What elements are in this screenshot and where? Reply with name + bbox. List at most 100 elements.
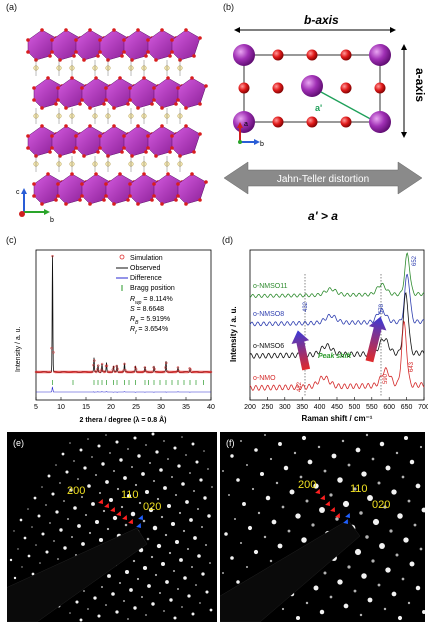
oxygen-atom	[50, 38, 54, 42]
simulation-point	[143, 366, 147, 369]
simulation-point	[209, 370, 213, 374]
peak-label-590: 590	[383, 373, 389, 384]
diffraction-spot	[146, 537, 150, 541]
oxygen-atom	[184, 202, 188, 206]
diffraction-spot	[343, 603, 349, 609]
spot-label-200-e: 200	[67, 485, 85, 497]
diffraction-spot	[168, 551, 172, 555]
oxygen-atom	[146, 146, 150, 150]
panel-label-a: (a)	[6, 2, 17, 12]
diffraction-spot	[182, 529, 186, 533]
oxygen-atom	[50, 50, 54, 54]
diffraction-spot	[186, 547, 190, 551]
diffraction-spot	[130, 511, 136, 517]
diffraction-spot	[395, 553, 399, 557]
diffraction-spot	[59, 528, 63, 532]
diffraction-spot	[79, 618, 83, 622]
diffraction-spot	[51, 492, 55, 496]
diffraction-spot	[159, 592, 161, 594]
oxygen-atom	[154, 154, 158, 158]
simulation-point	[91, 370, 94, 374]
xrd-ylabel: Intensity / a. u.	[15, 326, 22, 372]
oxygen-atom	[128, 182, 132, 186]
oxygen-atom	[136, 28, 140, 32]
arrow-marker	[104, 503, 109, 509]
simulation-point	[50, 346, 53, 350]
diffraction-spot	[222, 572, 224, 574]
diffraction-spot	[421, 507, 425, 513]
diffraction-spot	[17, 548, 19, 550]
raman-series-label: o-NMO	[253, 375, 276, 382]
simulation-point	[187, 370, 190, 374]
diffraction-spot	[287, 529, 291, 533]
beam-stopper-e	[7, 527, 148, 622]
diffraction-spot	[123, 476, 127, 480]
diffraction-spot	[293, 451, 297, 455]
diffraction-spot	[107, 574, 111, 578]
diffraction-spot	[271, 519, 277, 525]
oxygen-atom	[272, 49, 284, 61]
diffraction-spot	[69, 488, 73, 492]
diffraction-spot	[163, 610, 165, 612]
diffraction-spot	[163, 486, 167, 490]
oxygen-atom	[64, 124, 68, 128]
simulation-point	[189, 368, 192, 371]
diffraction-spot	[278, 442, 282, 446]
diffraction-spot	[134, 483, 138, 487]
diffraction-spot	[365, 433, 369, 437]
diffraction-spot	[307, 459, 313, 465]
diffraction-spot	[174, 493, 178, 497]
diffraction-spot	[191, 566, 193, 568]
diffraction-spot	[167, 458, 169, 460]
oxygen-atom	[80, 86, 84, 90]
diffraction-spot	[174, 539, 180, 545]
diffraction-spot	[131, 466, 133, 468]
diffraction-spot	[401, 577, 405, 581]
diffraction-spot	[39, 562, 41, 564]
oxygen-atom	[198, 36, 202, 40]
diffraction-spot	[112, 515, 118, 521]
oxygen-atom	[198, 102, 202, 106]
diffraction-spot	[275, 481, 279, 485]
diffraction-spot	[115, 610, 119, 614]
diffraction-spot	[193, 536, 197, 540]
diffraction-spot	[138, 501, 142, 505]
arrow-marker	[345, 513, 350, 518]
diffraction-spot	[329, 595, 333, 599]
oxygen-atom	[136, 202, 140, 206]
oxygen-atom	[340, 82, 352, 94]
oxygen-atom	[174, 102, 178, 106]
oxygen-atom	[128, 86, 132, 90]
spot-label-200-f: 200	[298, 479, 316, 491]
oxygen-atom	[170, 146, 174, 150]
raman-xtick-label: 300	[279, 404, 291, 411]
diffraction-spot	[242, 502, 246, 506]
simulation-point	[151, 370, 154, 373]
diffraction-spot	[73, 506, 77, 510]
diffraction-spot	[97, 614, 101, 618]
simulation-point	[48, 370, 51, 374]
spot-label-020-e: 020	[143, 501, 161, 513]
oxygen-atom	[120, 54, 124, 58]
diffraction-spot	[67, 518, 69, 520]
diffraction-spot	[385, 465, 391, 471]
simulation-point	[99, 368, 103, 372]
diffraction-spot	[419, 445, 423, 449]
oxygen-atom	[74, 134, 78, 138]
diffraction-spot	[177, 588, 179, 590]
diffraction-spot	[173, 616, 177, 620]
diffraction-spot	[75, 600, 79, 604]
diffraction-spot	[305, 601, 309, 605]
diffraction-spot	[57, 558, 59, 560]
arrow-marker	[343, 519, 348, 524]
diffraction-spot	[27, 554, 31, 558]
diffraction-spot	[152, 525, 158, 531]
oxygen-atom	[48, 54, 52, 58]
diffraction-spot	[419, 547, 423, 551]
diffraction-spot	[313, 483, 319, 489]
diffraction-spot	[133, 606, 137, 610]
diffraction-spot	[319, 507, 325, 513]
diffraction-spot	[171, 476, 173, 478]
diffraction-spot	[105, 480, 109, 484]
diffraction-spot	[49, 522, 51, 524]
